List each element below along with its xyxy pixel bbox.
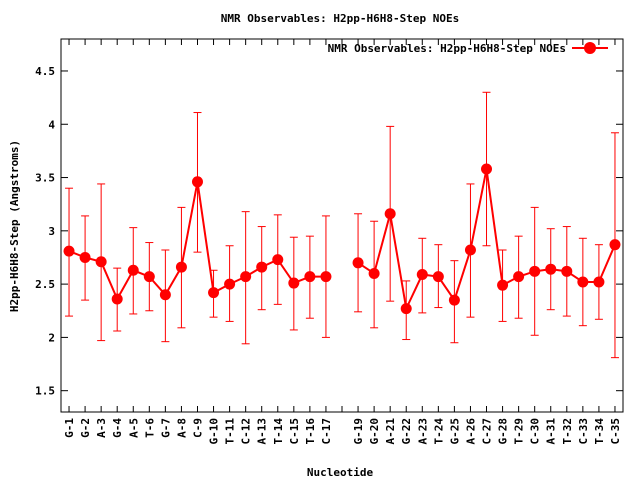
- data-point: [593, 276, 605, 288]
- x-tick-label: G-19: [352, 418, 365, 445]
- data-point: [400, 303, 412, 315]
- data-point: [352, 257, 364, 269]
- legend: NMR Observables: H2pp-H6H8-Step NOEs: [328, 42, 608, 55]
- plot-frame: [60, 38, 624, 413]
- x-tick-label: A-31: [545, 418, 558, 445]
- data-point: [159, 289, 171, 301]
- x-tick-label: G-20: [368, 418, 381, 445]
- y-tick-label: 2.5: [35, 278, 55, 291]
- x-tick-label: G-28: [497, 418, 510, 445]
- data-point: [240, 271, 252, 283]
- x-axis-label: Nucleotide: [307, 466, 374, 479]
- y-tick-label: 1.5: [35, 385, 55, 398]
- x-tick-label: T-32: [561, 418, 574, 445]
- data-point: [63, 245, 75, 257]
- x-tick-label: A-13: [256, 418, 269, 445]
- data-point: [127, 264, 139, 276]
- x-tick-label: G-2: [79, 418, 92, 438]
- data-point: [320, 271, 332, 283]
- x-tick-label: T-34: [593, 418, 606, 445]
- data-point: [416, 269, 428, 281]
- y-tick-label: 4.5: [35, 65, 55, 78]
- y-tick-label: 3.5: [35, 172, 55, 185]
- x-tick-label: T-6: [143, 418, 156, 438]
- x-tick-label: T-11: [224, 418, 237, 445]
- data-point: [513, 271, 525, 283]
- data-point: [545, 263, 557, 275]
- x-tick-label: T-24: [432, 418, 445, 445]
- x-tick-label: C-17: [320, 418, 333, 445]
- data-point: [175, 261, 187, 273]
- data-point: [304, 271, 316, 283]
- data-point: [368, 267, 380, 279]
- data-point: [609, 239, 621, 251]
- x-tick-label: C-33: [577, 418, 590, 445]
- chart-title: NMR Observables: H2pp-H6H8-Step NOEs: [221, 12, 459, 25]
- x-tick-label: A-21: [384, 418, 397, 445]
- y-tick-label: 4: [48, 118, 55, 131]
- data-point: [464, 244, 476, 256]
- y-tick-label: 3: [48, 225, 55, 238]
- plot-area: 1.522.533.544.5G-1 G-2 A-3 G-4 A-5 T-6 G-7 A-8 C…: [35, 38, 624, 445]
- legend-marker: [584, 42, 596, 54]
- data-point: [561, 265, 573, 277]
- x-tick-label: A-3: [95, 418, 108, 438]
- data-point: [143, 271, 155, 283]
- legend-label: NMR Observables: H2pp-H6H8-Step NOEs: [328, 42, 566, 55]
- x-tick-label: A-8: [175, 418, 188, 438]
- data-point: [481, 163, 493, 175]
- data-point: [111, 293, 123, 305]
- x-tick-label: C-35: [609, 418, 622, 445]
- x-tick-label: C-27: [481, 418, 494, 445]
- x-tick-label: G-7: [159, 418, 172, 438]
- x-tick-label: T-29: [513, 418, 526, 445]
- data-point: [79, 251, 91, 263]
- y-axis-label: H2pp-H6H8-Step (Angstroms): [8, 140, 21, 312]
- x-tick-label: G-25: [448, 418, 461, 445]
- data-point: [288, 277, 300, 289]
- x-tick-label: C-12: [240, 418, 253, 445]
- x-tick-label: A-26: [464, 418, 477, 445]
- data-point: [384, 208, 396, 220]
- x-tick-label: C-30: [529, 418, 542, 445]
- data-point: [497, 279, 509, 291]
- data-point: [208, 287, 220, 299]
- x-tick-label: A-5: [127, 418, 140, 438]
- data-point: [224, 278, 236, 290]
- x-tick-label: G-10: [208, 418, 221, 445]
- x-tick-label: T-16: [304, 418, 317, 445]
- data-point: [448, 294, 460, 306]
- data-point: [432, 271, 444, 283]
- y-tick-label: 2: [48, 331, 55, 344]
- data-point: [529, 265, 541, 277]
- x-tick-label: T-14: [272, 418, 285, 445]
- data-point: [577, 276, 589, 288]
- data-point: [256, 261, 268, 273]
- data-point: [95, 256, 107, 268]
- data-point: [191, 176, 203, 188]
- x-tick-label: G-22: [400, 418, 413, 445]
- x-tick-label: C-15: [288, 418, 301, 445]
- x-tick-label: G-1: [63, 418, 76, 438]
- x-tick-label: A-23: [416, 418, 429, 445]
- x-tick-label: G-4: [111, 418, 124, 438]
- x-tick-label: C-9: [191, 418, 204, 438]
- data-point: [272, 254, 284, 266]
